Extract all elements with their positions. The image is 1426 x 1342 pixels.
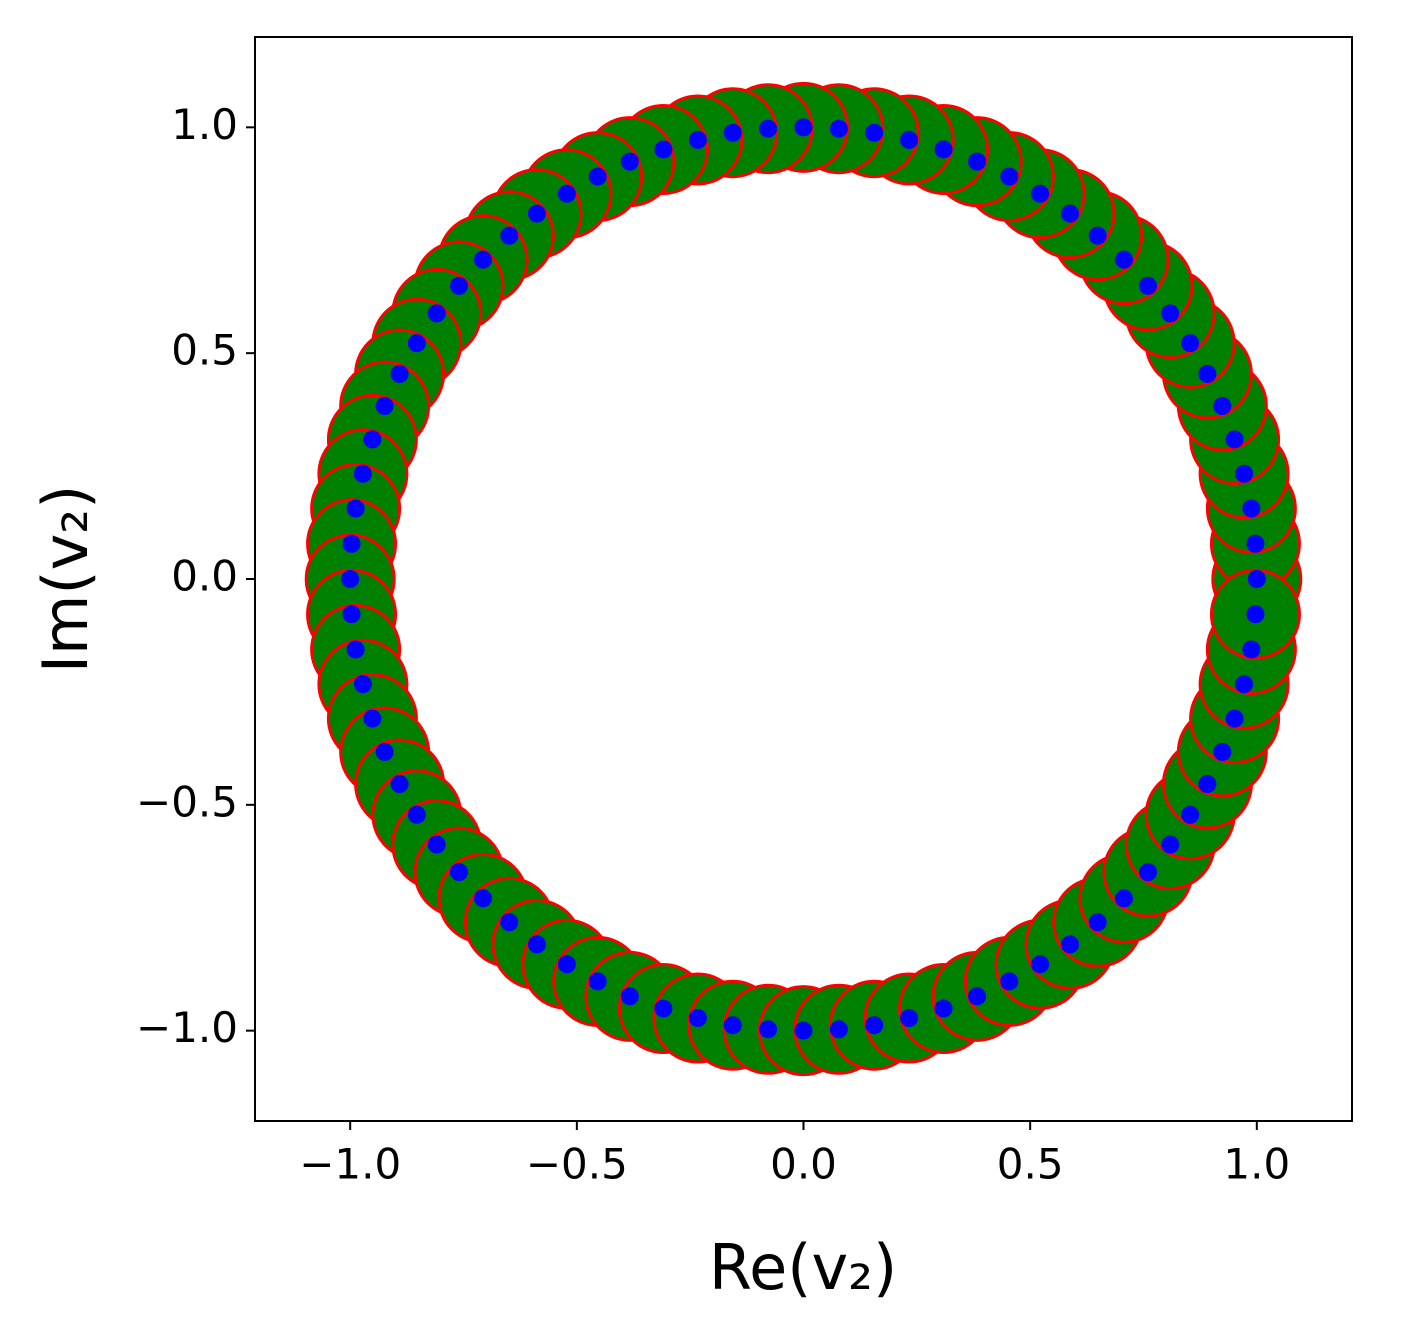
scatter-point (620, 987, 639, 1006)
scatter-point (588, 167, 607, 186)
y-tick-label: −0.5 (136, 777, 238, 826)
scatter-point (829, 119, 848, 138)
scatter-point (346, 640, 365, 659)
scatter-point (1181, 805, 1200, 824)
scatter-point (363, 709, 382, 728)
scatter-point (1161, 835, 1180, 854)
scatter-point (1088, 226, 1107, 245)
scatter-point (342, 534, 361, 553)
x-tick-label: 1.0 (1223, 1140, 1290, 1189)
scatter-point (449, 863, 468, 882)
x-tick-label: −1.0 (299, 1140, 401, 1189)
scatter-point (557, 955, 576, 974)
scatter-point (1213, 742, 1232, 761)
scatter-point (1225, 430, 1244, 449)
scatter-point (968, 987, 987, 1006)
scatter-point (1213, 397, 1232, 416)
scatter-point (1088, 913, 1107, 932)
scatter-point (375, 742, 394, 761)
y-tick-label: −1.0 (136, 1003, 238, 1052)
scatter-point (723, 1016, 742, 1035)
x-axis-label: Re(v₂) (709, 1231, 897, 1304)
scatter-point (375, 397, 394, 416)
scatter-point (588, 972, 607, 991)
scatter-point (1242, 499, 1261, 518)
scatter-point (1000, 167, 1019, 186)
scatter-point (1235, 464, 1254, 483)
scatter-point (1247, 570, 1266, 588)
scatter-point (1139, 276, 1158, 295)
scatter-point (346, 499, 365, 518)
scatter-point (407, 805, 426, 824)
scatter-point (341, 570, 360, 588)
scatter-point (1181, 334, 1200, 353)
scatter-point (794, 1021, 813, 1040)
scatter-point (865, 123, 884, 142)
scatter-point (934, 140, 953, 159)
scatter-point (557, 184, 576, 203)
scatter-point (1198, 775, 1217, 794)
scatter-point (1114, 250, 1133, 269)
x-tick-label: 0.0 (770, 1140, 837, 1189)
scatter-point (968, 152, 987, 171)
scatter-point (1246, 534, 1265, 553)
scatter-point (654, 999, 673, 1018)
scatter-point (527, 935, 546, 954)
scatter-point (500, 913, 519, 932)
scatter-point (390, 775, 409, 794)
scatter-point (427, 304, 446, 323)
scatter-point (934, 999, 953, 1018)
scatter-point (865, 1016, 884, 1035)
scatter-point (1139, 863, 1158, 882)
scatter-point (1246, 605, 1265, 624)
scatter-point (363, 430, 382, 449)
scatter-point (1000, 972, 1019, 991)
scatter-point (794, 118, 813, 137)
scatter-point (829, 1020, 848, 1039)
scatter-point (1031, 955, 1050, 974)
scatter-point (1242, 640, 1261, 659)
y-tick-label: 0.5 (171, 326, 238, 375)
scatter-point (1235, 675, 1254, 694)
scatter-point (759, 119, 778, 138)
scatter-point (390, 364, 409, 383)
plot-frame (254, 36, 1353, 1122)
scatter-point (1061, 204, 1080, 223)
y-axis-label: Im(v₂) (29, 485, 102, 674)
scatter-point (342, 605, 361, 624)
scatter-point (688, 130, 707, 149)
y-tick-label: 1.0 (171, 100, 238, 149)
scatter-point (500, 226, 519, 245)
scatter-point (620, 152, 639, 171)
scatter-point (353, 675, 372, 694)
scatter-point (474, 250, 493, 269)
scatter-point (1114, 889, 1133, 908)
scatter-point (900, 1009, 919, 1028)
scatter-point (1031, 184, 1050, 203)
scatter-point (427, 835, 446, 854)
scatter-point (654, 140, 673, 159)
scatter-point (900, 130, 919, 149)
y-tick-label: 0.0 (171, 552, 238, 601)
scatter-point (1161, 304, 1180, 323)
scatter-point (688, 1009, 707, 1028)
scatter-point (449, 276, 468, 295)
scatter-point (1198, 364, 1217, 383)
x-tick-label: 0.5 (997, 1140, 1064, 1189)
scatter-point (723, 123, 742, 142)
scatter-point (1225, 709, 1244, 728)
scatter-point (353, 464, 372, 483)
scatter-point (407, 334, 426, 353)
scatter-point (474, 889, 493, 908)
scatter-point (759, 1020, 778, 1039)
scatter-point (527, 204, 546, 223)
x-tick-label: −0.5 (526, 1140, 628, 1189)
scatter-point (1061, 935, 1080, 954)
